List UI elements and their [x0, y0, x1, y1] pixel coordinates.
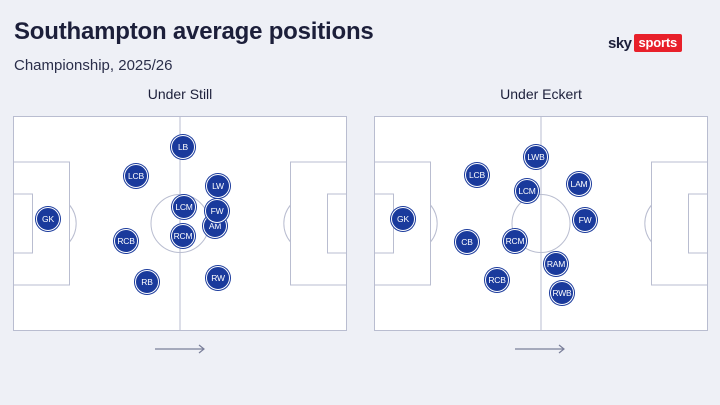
- right-arrow-icon: [155, 344, 205, 354]
- pitch-markings: [374, 116, 708, 331]
- player-lcb: LCB: [124, 164, 148, 188]
- pitch-title-eckert: Under Eckert: [500, 86, 582, 102]
- sky-sports-logo: sky sports: [608, 33, 683, 53]
- logo-sky-text: sky: [608, 34, 632, 52]
- player-rcb: RCB: [114, 229, 138, 253]
- player-rwb: RWB: [550, 281, 574, 305]
- player-rb: RB: [135, 270, 159, 294]
- player-ram: RAM: [544, 252, 568, 276]
- pitch-still: GK LB LCB LW LCM AM FW RCB RCM RB RW: [13, 116, 347, 331]
- player-rcm: RCM: [171, 224, 195, 248]
- player-fw: FW: [205, 199, 229, 223]
- logo-sports-text: sports: [633, 34, 683, 52]
- right-arrow-icon: [515, 344, 565, 354]
- player-lam: LAM: [567, 172, 591, 196]
- player-fw: FW: [573, 208, 597, 232]
- page-subtitle: Championship, 2025/26: [14, 57, 173, 74]
- player-lw: LW: [206, 174, 230, 198]
- player-lcb: LCB: [465, 163, 489, 187]
- player-gk: GK: [36, 207, 60, 231]
- player-cb: CB: [455, 230, 479, 254]
- page-title: Southampton average positions: [14, 18, 374, 45]
- player-rcb: RCB: [485, 268, 509, 292]
- pitch-markings: [13, 116, 347, 331]
- player-rw: RW: [206, 266, 230, 290]
- player-lcm: LCM: [172, 195, 196, 219]
- player-lb: LB: [171, 135, 195, 159]
- player-gk: GK: [391, 207, 415, 231]
- player-lwb: LWB: [524, 145, 548, 169]
- player-lcm: LCM: [515, 179, 539, 203]
- pitch-title-still: Under Still: [147, 86, 213, 102]
- pitch-eckert: GK LWB LCB LCM LAM FW CB RCM RAM RCB RWB: [374, 116, 708, 331]
- player-rcm: RCM: [503, 229, 527, 253]
